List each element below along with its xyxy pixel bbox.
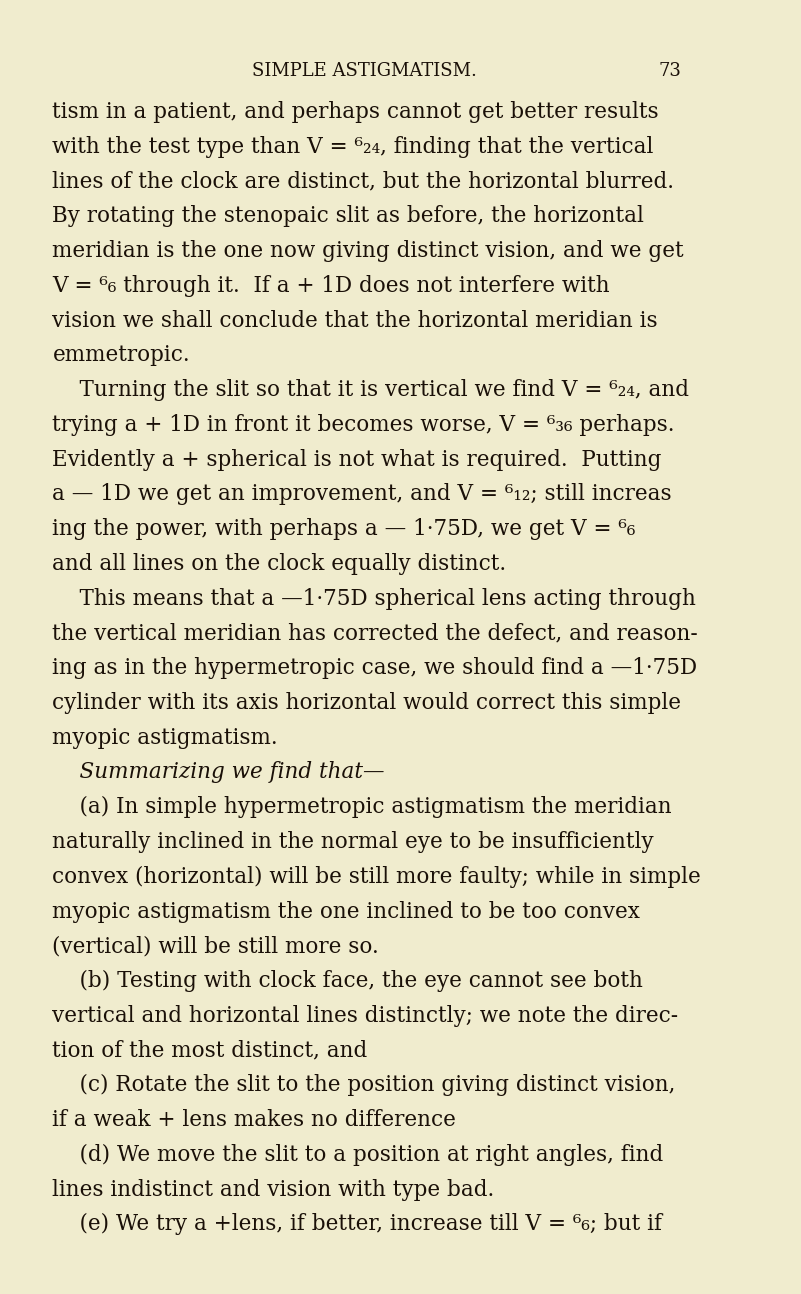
Text: ing as in the hypermetropic case, we should find a —1·75D: ing as in the hypermetropic case, we sho…	[52, 657, 698, 679]
Text: tion of the most distinct, and: tion of the most distinct, and	[52, 1039, 368, 1061]
Text: lines of the clock are distinct, but the horizontal blurred.: lines of the clock are distinct, but the…	[52, 171, 674, 193]
Text: (d) We move the slit to a position at right angles, find: (d) We move the slit to a position at ri…	[52, 1144, 664, 1166]
Text: tism in a patient, and perhaps cannot get better results: tism in a patient, and perhaps cannot ge…	[52, 101, 659, 123]
Text: Evidently a + spherical is not what is required.  Putting: Evidently a + spherical is not what is r…	[52, 449, 662, 471]
Text: emmetropic.: emmetropic.	[52, 344, 190, 366]
Text: myopic astigmatism.: myopic astigmatism.	[52, 727, 278, 749]
Text: By rotating the stenopaic slit as before, the horizontal: By rotating the stenopaic slit as before…	[52, 206, 644, 228]
Text: This means that a —1·75D spherical lens acting through: This means that a —1·75D spherical lens …	[52, 587, 696, 609]
Text: naturally inclined in the normal eye to be insufficiently: naturally inclined in the normal eye to …	[52, 831, 654, 853]
Text: cylinder with its axis horizontal would correct this simple: cylinder with its axis horizontal would …	[52, 692, 682, 714]
Text: meridian is the one now giving distinct vision, and we get: meridian is the one now giving distinct …	[52, 239, 684, 261]
Text: V = ⁶₆ through it.  If a + 1D does not interfere with: V = ⁶₆ through it. If a + 1D does not in…	[52, 274, 610, 296]
Text: convex (horizontal) will be still more faulty; while in simple: convex (horizontal) will be still more f…	[52, 866, 701, 888]
Text: (b) Testing with clock face, the eye cannot see both: (b) Testing with clock face, the eye can…	[52, 970, 643, 992]
Text: trying a + 1D in front it becomes worse, V = ⁶₃₆ perhaps.: trying a + 1D in front it becomes worse,…	[52, 414, 675, 436]
Text: 73: 73	[658, 62, 681, 80]
Text: SIMPLE ASTIGMATISM.: SIMPLE ASTIGMATISM.	[252, 62, 477, 80]
Text: lines indistinct and vision with type bad.: lines indistinct and vision with type ba…	[52, 1179, 495, 1201]
Text: ing the power, with perhaps a — 1·75D, we get V = ⁶₆: ing the power, with perhaps a — 1·75D, w…	[52, 518, 636, 540]
Text: a — 1D we get an improvement, and V = ⁶₁₂; still increas: a — 1D we get an improvement, and V = ⁶₁…	[52, 484, 672, 506]
Text: and all lines on the clock equally distinct.: and all lines on the clock equally disti…	[52, 553, 506, 575]
Text: Turning the slit so that it is vertical we find V = ⁶₂₄, and: Turning the slit so that it is vertical …	[52, 379, 690, 401]
Text: vision we shall conclude that the horizontal meridian is: vision we shall conclude that the horizo…	[52, 309, 658, 331]
Text: vertical and horizontal lines distinctly; we note the direc-: vertical and horizontal lines distinctly…	[52, 1005, 678, 1027]
Text: (c) Rotate the slit to the position giving distinct vision,: (c) Rotate the slit to the position givi…	[52, 1074, 676, 1096]
Text: (e) We try a +lens, if better, increase till V = ⁶₆; but if: (e) We try a +lens, if better, increase …	[52, 1214, 662, 1236]
Text: (vertical) will be still more so.: (vertical) will be still more so.	[52, 936, 379, 958]
Text: if a weak + lens makes no difference: if a weak + lens makes no difference	[52, 1109, 457, 1131]
Text: (a) In simple hypermetropic astigmatism the meridian: (a) In simple hypermetropic astigmatism …	[52, 796, 672, 818]
Text: Summarizing we find that—: Summarizing we find that—	[52, 761, 385, 783]
Text: myopic astigmatism the one inclined to be too convex: myopic astigmatism the one inclined to b…	[52, 901, 640, 923]
Text: the vertical meridian has corrected the defect, and reason-: the vertical meridian has corrected the …	[52, 622, 698, 644]
Text: with the test type than V = ⁶₂₄, finding that the vertical: with the test type than V = ⁶₂₄, finding…	[52, 136, 654, 158]
